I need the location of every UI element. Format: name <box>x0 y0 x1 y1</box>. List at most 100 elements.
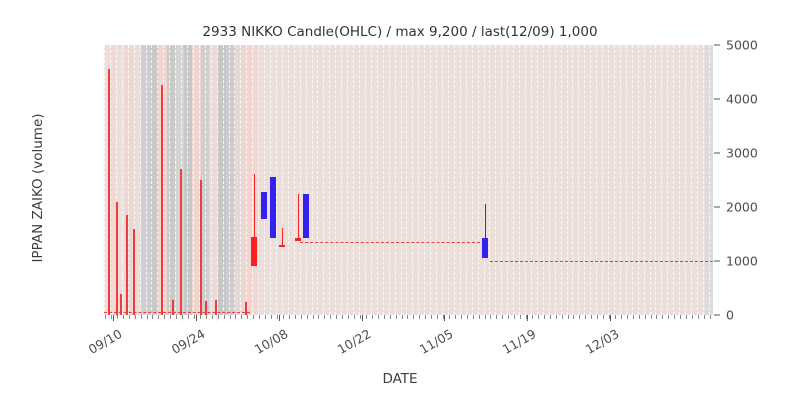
candle-wick <box>297 193 300 239</box>
gridline-vertical <box>394 45 397 315</box>
x-tick-mark-minor <box>413 315 415 319</box>
x-tick-mark-minor <box>193 315 195 319</box>
gridline-vertical <box>489 45 491 315</box>
gridline-vertical <box>370 45 373 315</box>
x-tick-mark-minor <box>448 315 450 319</box>
background-band <box>243 45 252 315</box>
x-tick-mark-minor <box>549 315 551 319</box>
gridline-vertical <box>613 45 616 315</box>
gridline-vertical <box>104 45 106 315</box>
gridline-vertical <box>578 45 580 315</box>
gridline-vertical <box>596 45 598 315</box>
y-tick-label: 0 <box>726 307 734 323</box>
x-tick-mark-minor <box>300 315 302 319</box>
x-tick-mark-minor <box>638 315 640 319</box>
gridline-vertical <box>519 45 521 315</box>
reference-line <box>490 261 713 262</box>
x-tick-mark-minor <box>692 315 694 319</box>
background-band <box>125 45 133 315</box>
x-tick-mark-minor <box>330 315 332 319</box>
x-tick-mark-minor <box>122 315 124 319</box>
x-tick-mark-minor <box>431 315 433 319</box>
x-tick-mark-minor <box>265 315 267 319</box>
x-tick-mark-minor <box>229 315 231 319</box>
x-tick-mark-minor <box>342 315 344 319</box>
x-tick-mark-minor <box>591 315 593 319</box>
x-tick-mark-minor <box>585 315 587 319</box>
gridline-vertical <box>697 45 699 315</box>
x-tick-mark-minor <box>561 315 563 319</box>
x-tick-mark-minor <box>478 315 480 319</box>
y-tick-label: 4000 <box>726 91 758 107</box>
gridline-vertical <box>649 45 652 315</box>
volume-spike <box>200 180 202 315</box>
x-tick-mark-minor <box>282 315 284 319</box>
background-band <box>116 45 125 315</box>
x-tick-label: 10/22 <box>334 326 374 358</box>
volume-spike <box>172 300 174 315</box>
x-tick-mark <box>527 315 528 321</box>
gridline-vertical <box>305 45 308 315</box>
x-tick-mark-minor <box>555 315 557 319</box>
gridline-vertical <box>157 45 159 315</box>
gridline-vertical <box>216 45 219 315</box>
x-tick-mark-minor <box>164 315 166 319</box>
volume-spike <box>180 169 182 315</box>
x-tick-mark-minor <box>306 315 308 319</box>
x-tick-mark-minor <box>354 315 356 319</box>
gridline-vertical <box>323 45 325 315</box>
background-band <box>150 45 158 315</box>
gridline-vertical <box>376 45 379 315</box>
x-tick-mark <box>279 315 280 321</box>
gridline-vertical <box>412 45 414 315</box>
gridline-vertical <box>335 45 337 315</box>
x-tick-mark-minor <box>389 315 391 319</box>
gridline-vertical <box>275 45 278 315</box>
x-tick-mark-minor <box>294 315 296 319</box>
x-tick-mark <box>444 315 445 321</box>
background-band <box>218 45 226 315</box>
candle-body <box>482 238 489 258</box>
gridline-vertical <box>501 45 503 315</box>
plot-area <box>104 45 713 315</box>
x-tick-mark-minor <box>537 315 539 319</box>
gridline-vertical <box>471 45 474 315</box>
y-tick-label: 5000 <box>726 37 758 53</box>
gridline-vertical <box>258 45 260 315</box>
gridline-vertical <box>145 45 148 315</box>
x-tick-mark-minor <box>110 315 112 319</box>
gridline-vertical <box>175 45 177 315</box>
gridline-vertical <box>222 45 225 315</box>
x-tick-mark-minor <box>543 315 545 319</box>
background-band <box>104 45 108 315</box>
candle-body <box>261 191 268 219</box>
volume-spike <box>108 69 110 315</box>
gridline-vertical <box>246 45 248 315</box>
gridline-vertical <box>483 45 486 315</box>
background-band <box>167 45 175 315</box>
gridline-vertical <box>192 45 195 315</box>
x-tick-mark-minor <box>383 315 385 319</box>
volume-spike <box>120 294 122 315</box>
y-tick-mark <box>714 152 720 154</box>
x-tick-mark <box>113 315 114 321</box>
x-tick-mark-minor <box>686 315 688 319</box>
gridline-vertical <box>590 45 592 315</box>
x-tick-mark-minor <box>597 315 599 319</box>
gridline-vertical <box>459 45 462 315</box>
x-tick-mark-minor <box>134 315 136 319</box>
gridline-vertical <box>121 45 124 315</box>
gridline-vertical <box>536 45 539 315</box>
x-tick-mark-minor <box>401 315 403 319</box>
x-tick-mark-minor <box>668 315 670 319</box>
candle-body <box>303 193 310 239</box>
gridline-vertical <box>400 45 403 315</box>
gridline-vertical <box>554 45 557 315</box>
gridline-vertical <box>507 45 509 315</box>
gridline-vertical <box>442 45 444 315</box>
x-tick-mark-minor <box>152 315 154 319</box>
volume-spike <box>126 215 128 315</box>
x-tick-mark-minor <box>247 315 249 319</box>
x-tick-mark-minor <box>490 315 492 319</box>
